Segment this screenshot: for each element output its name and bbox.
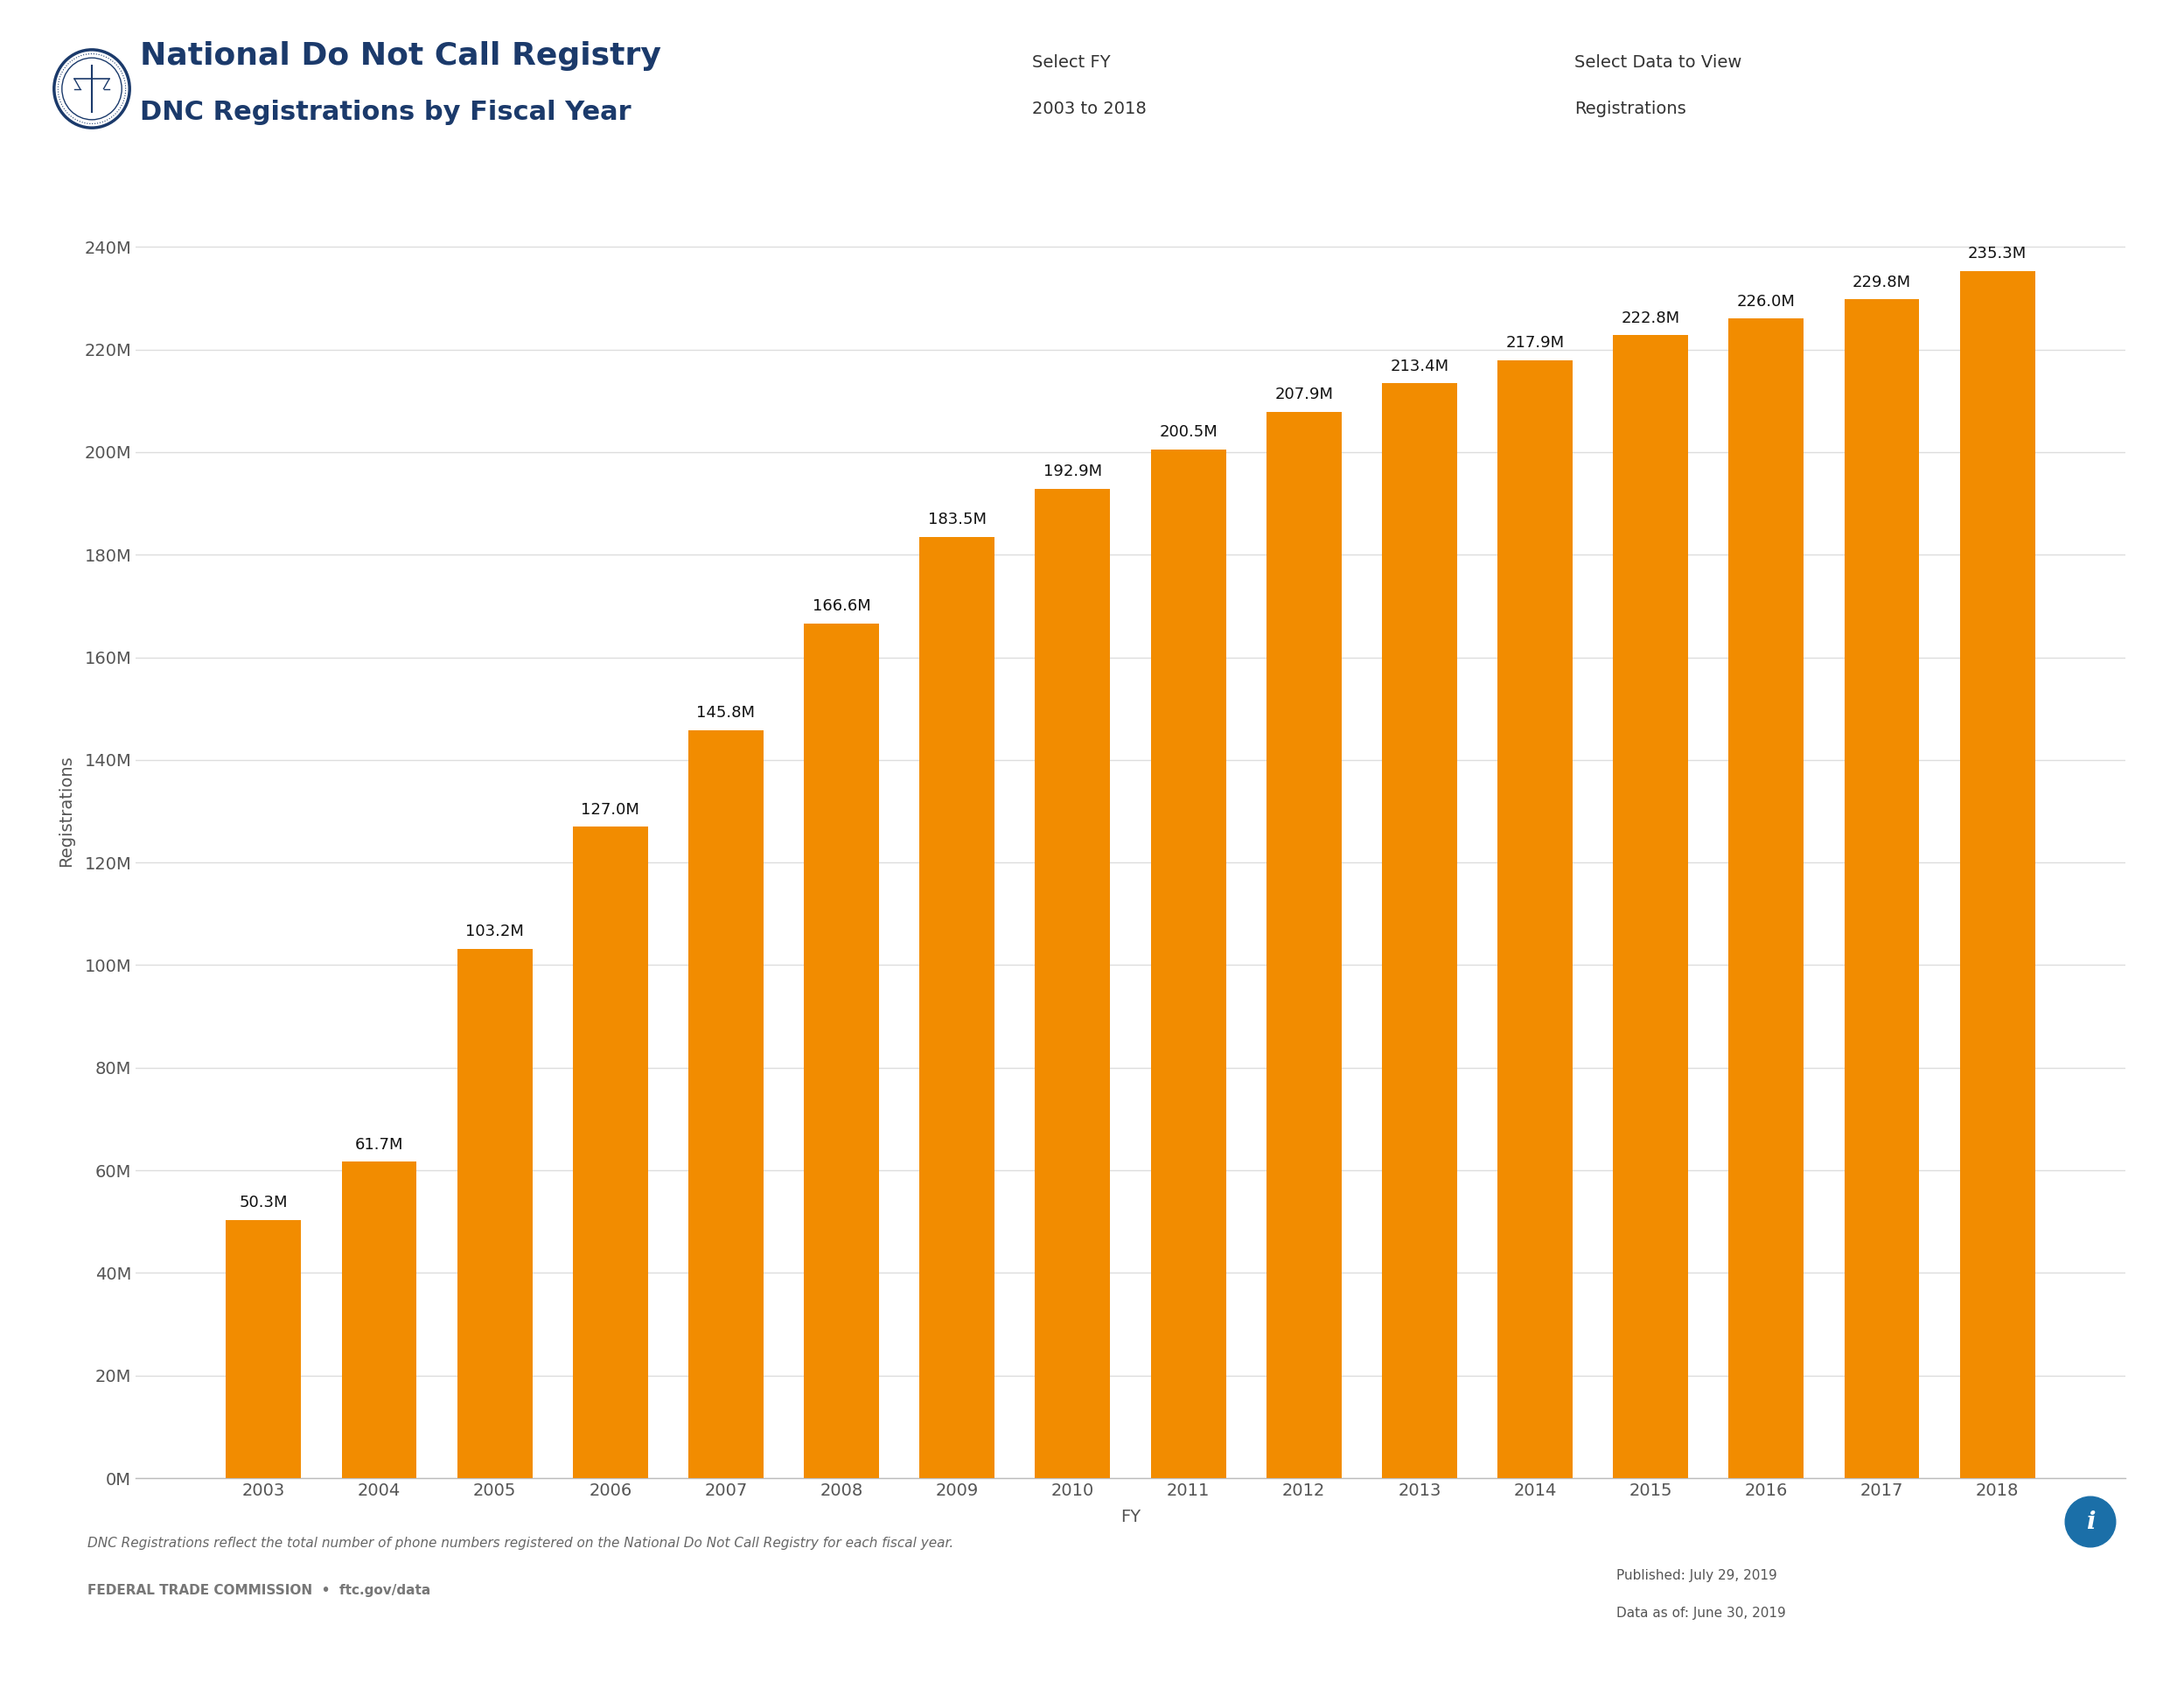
Text: 207.9M: 207.9M (1275, 387, 1332, 402)
Text: National Do Not Call Registry: National Do Not Call Registry (140, 41, 662, 71)
Bar (572, 827, 649, 1479)
Text: Published: July 29, 2019: Published: July 29, 2019 (1616, 1570, 1778, 1583)
Bar (1843, 299, 1920, 1479)
Text: Data as of: June 30, 2019: Data as of: June 30, 2019 (1616, 1607, 1787, 1620)
Text: 213.4M: 213.4M (1389, 358, 1448, 375)
Text: DNC Registrations reflect the total number of phone numbers registered on the Na: DNC Registrations reflect the total numb… (87, 1536, 954, 1550)
Bar (1267, 412, 1341, 1479)
Text: FEDERAL TRADE COMMISSION  •  ftc.gov/data: FEDERAL TRADE COMMISSION • ftc.gov/data (87, 1583, 430, 1597)
Text: 222.8M: 222.8M (1621, 311, 1679, 326)
Text: 183.5M: 183.5M (928, 511, 987, 528)
Bar (456, 949, 533, 1479)
Text: 229.8M: 229.8M (1852, 273, 1911, 290)
Text: Select Data to View: Select Data to View (1575, 54, 1743, 71)
Text: Registrations: Registrations (1575, 101, 1686, 116)
Text: 166.6M: 166.6M (812, 599, 871, 614)
Circle shape (2066, 1497, 2116, 1546)
X-axis label: FY: FY (1120, 1509, 1140, 1526)
Text: Select FY: Select FY (1033, 54, 1109, 71)
Text: DNC Registrations by Fiscal Year: DNC Registrations by Fiscal Year (140, 100, 631, 125)
Bar (1151, 449, 1225, 1479)
Text: 127.0M: 127.0M (581, 802, 640, 817)
Bar (919, 537, 994, 1479)
Bar (1382, 383, 1457, 1479)
Text: 217.9M: 217.9M (1505, 336, 1564, 351)
Bar (341, 1161, 417, 1479)
Text: 226.0M: 226.0M (1736, 294, 1795, 309)
Bar (804, 623, 880, 1479)
Bar (688, 731, 764, 1479)
Text: 145.8M: 145.8M (697, 706, 756, 721)
Bar (1959, 272, 2035, 1479)
Bar (1614, 336, 1688, 1479)
Y-axis label: Registrations: Registrations (59, 755, 74, 868)
Bar (1498, 360, 1572, 1479)
Text: 50.3M: 50.3M (240, 1195, 288, 1210)
Text: 103.2M: 103.2M (465, 923, 524, 940)
Text: 235.3M: 235.3M (1968, 246, 2027, 262)
Bar (1035, 488, 1109, 1479)
Bar (225, 1220, 301, 1479)
Text: 2003 to 2018: 2003 to 2018 (1033, 101, 1147, 116)
Text: 61.7M: 61.7M (354, 1136, 404, 1153)
Text: 200.5M: 200.5M (1160, 425, 1216, 441)
Text: 192.9M: 192.9M (1044, 464, 1103, 479)
Bar (1730, 319, 1804, 1479)
Text: i: i (2086, 1511, 2094, 1534)
